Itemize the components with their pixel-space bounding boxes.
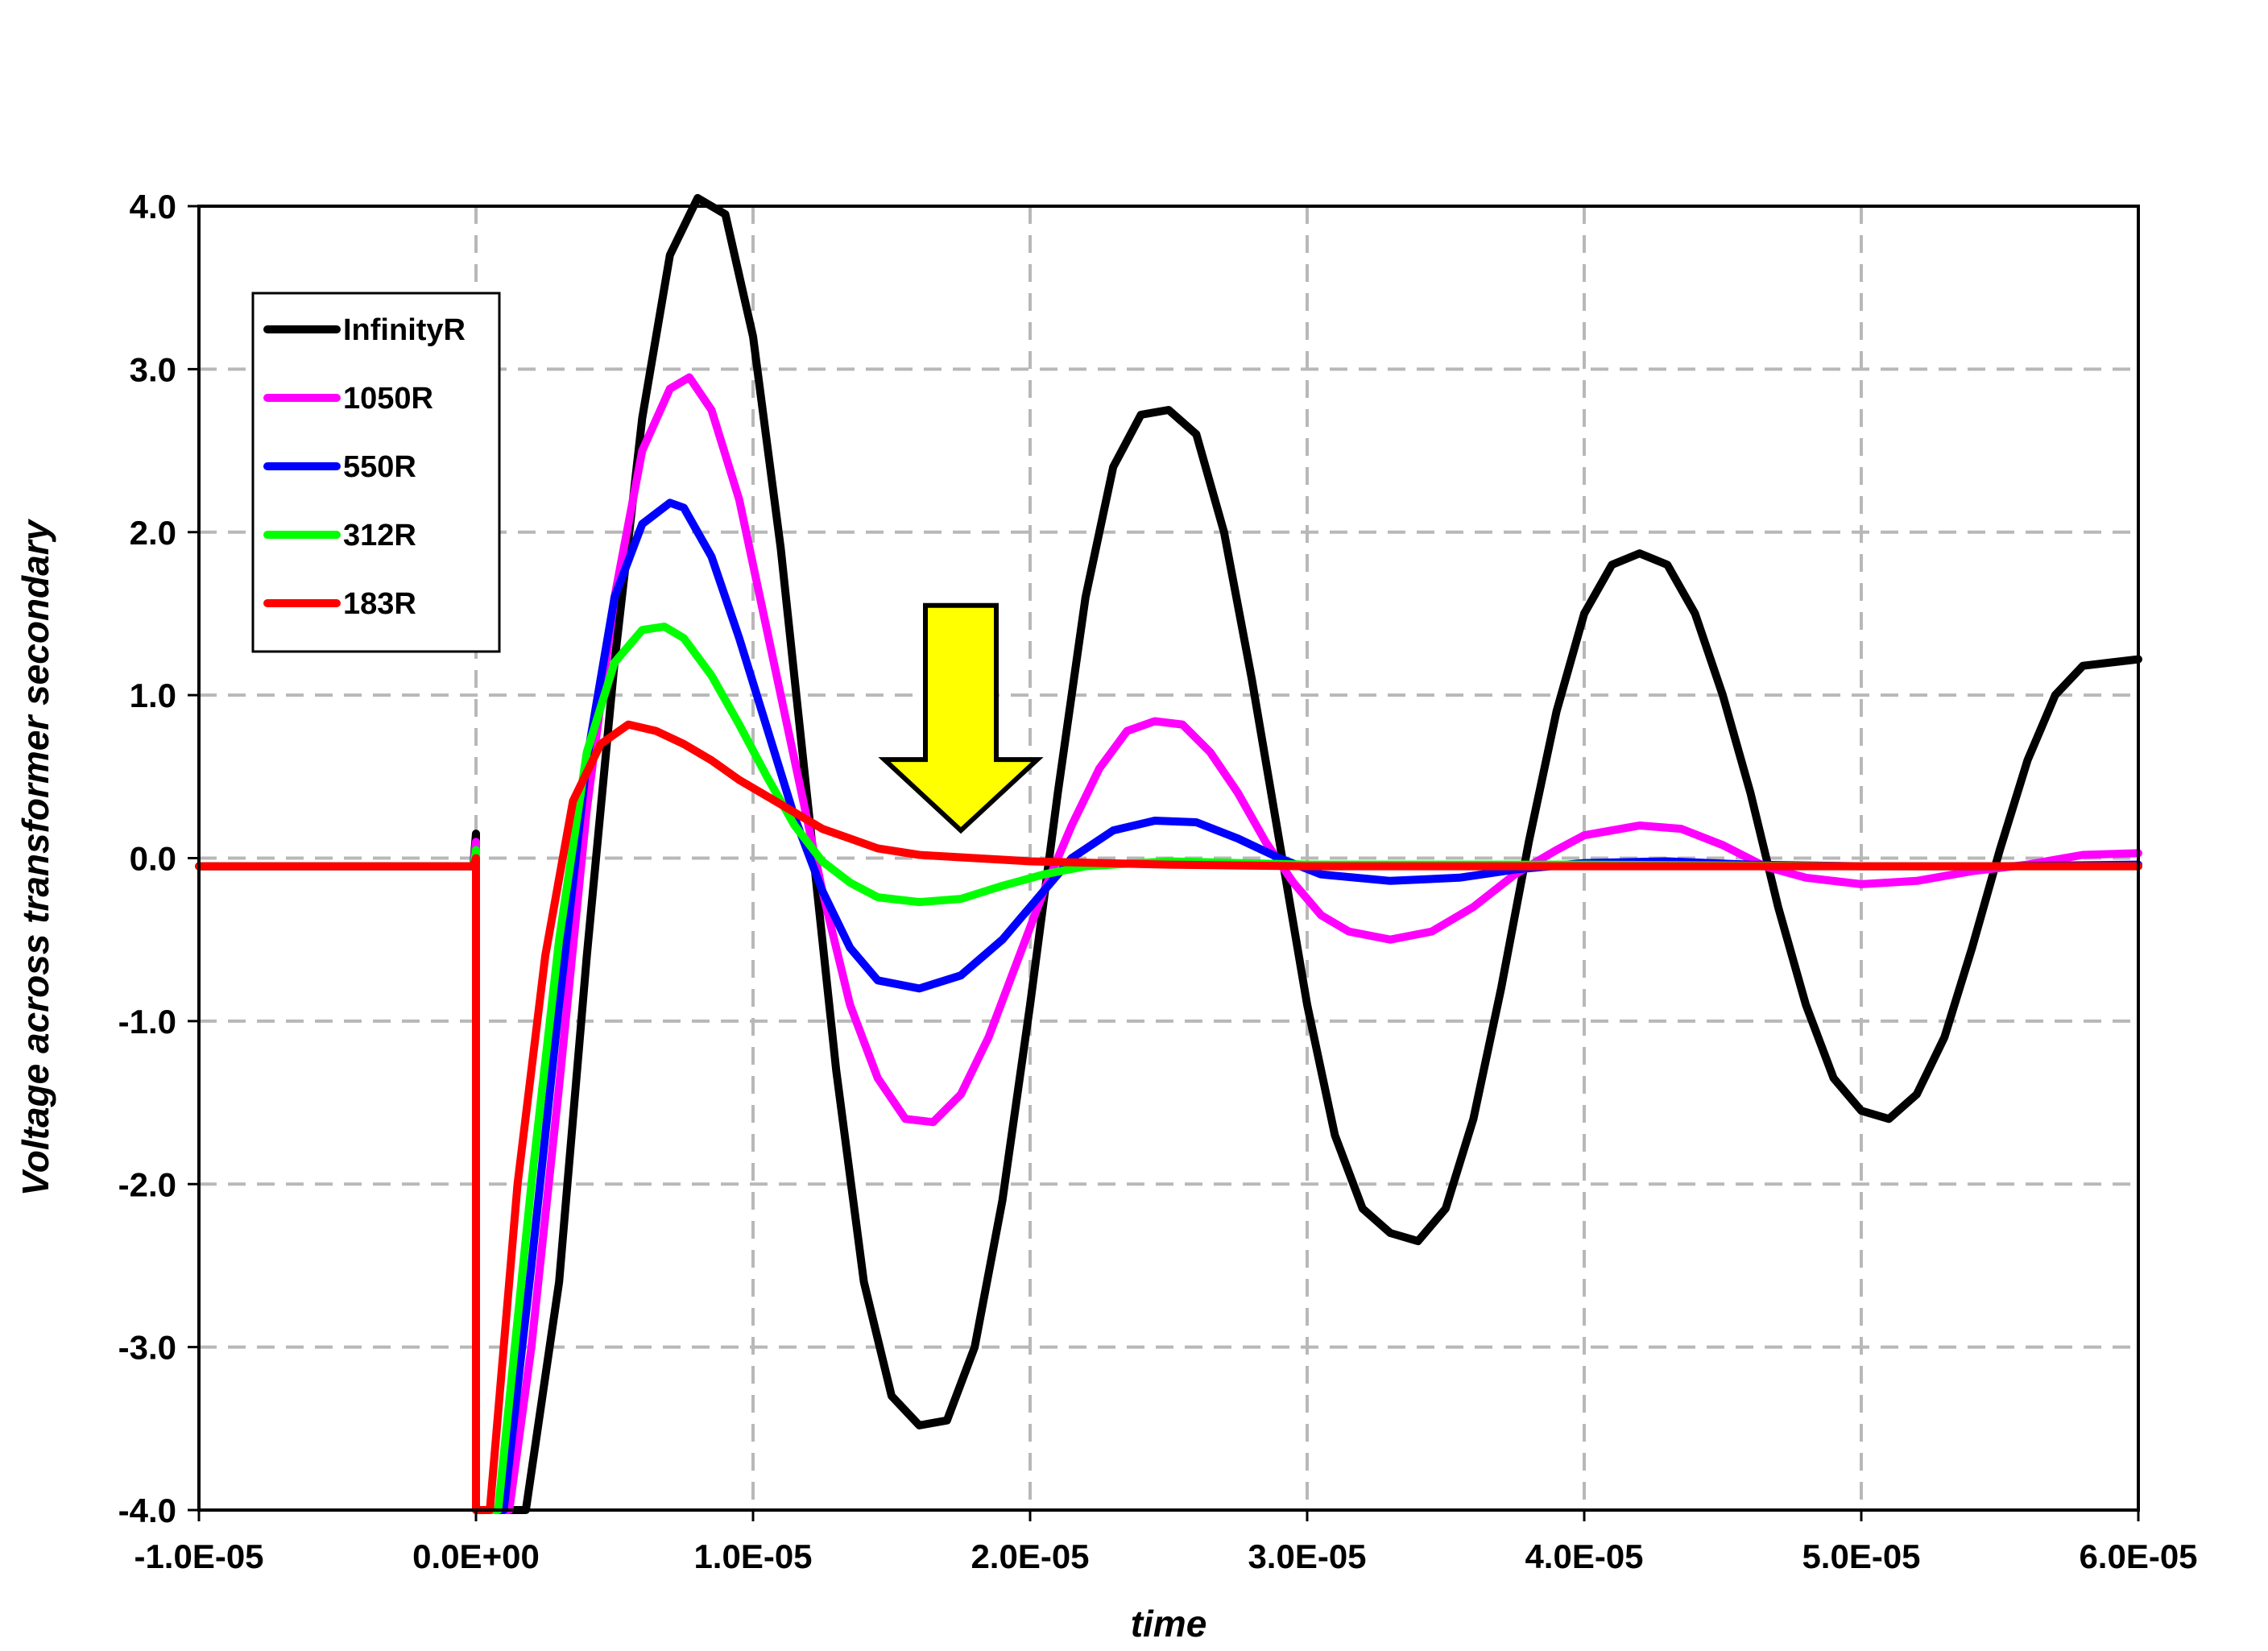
series-line-183r <box>195 720 2142 1514</box>
x-tick-label: 6.0E-05 <box>2079 1537 2197 1575</box>
x-tick-label: 3.0E-05 <box>1248 1537 1366 1575</box>
x-tick-label: 2.0E-05 <box>971 1537 1089 1575</box>
x-tick-label: -1.0E-05 <box>134 1537 263 1575</box>
series-line-1050r <box>195 373 2142 1514</box>
legend-label-183r: 183R <box>343 587 416 621</box>
y-tick-label: -3.0 <box>118 1329 176 1367</box>
legend-label-1050r: 1050R <box>343 382 433 416</box>
legend: InfinityR 1050R 550R 312R 183R <box>251 292 501 653</box>
series-line-infinityr <box>195 193 2142 1514</box>
legend-label-550r: 550R <box>343 450 416 484</box>
y-tick-label: 2.0 <box>130 514 176 552</box>
series-layer <box>195 193 2142 1514</box>
tick-layer <box>188 205 2140 1521</box>
x-tick-label: 0.0E+00 <box>412 1537 540 1575</box>
x-tick-label: 4.0E-05 <box>1525 1537 1643 1575</box>
x-axis-title: time <box>1131 1603 1207 1645</box>
annotation-layer <box>878 602 1044 834</box>
y-tick-label: 0.0 <box>130 840 176 878</box>
legend-box <box>251 292 501 653</box>
y-tick-label: -2.0 <box>118 1165 176 1203</box>
y-tick-label: -4.0 <box>118 1492 176 1529</box>
y-tick-label: -1.0 <box>118 1003 176 1041</box>
y-axis-title: Voltage across transformer secondary <box>14 518 56 1196</box>
tick-labels: -1.0E-05 0.0E+00 1.0E-05 2.0E-05 3.0E-05 4.0E… <box>118 188 2198 1575</box>
x-tick-label: 1.0E-05 <box>693 1537 812 1575</box>
x-tick-label: 5.0E-05 <box>1802 1537 1920 1575</box>
series-line-312r <box>195 623 2142 1514</box>
annotation-arrow <box>878 602 1044 834</box>
series-line-550r <box>195 499 2142 1514</box>
legend-label-312r: 312R <box>343 519 416 552</box>
y-tick-label: 3.0 <box>130 350 176 388</box>
y-tick-label: 4.0 <box>130 188 176 226</box>
y-tick-label: 1.0 <box>130 677 176 714</box>
legend-label-infinityr: InfinityR <box>343 313 466 347</box>
